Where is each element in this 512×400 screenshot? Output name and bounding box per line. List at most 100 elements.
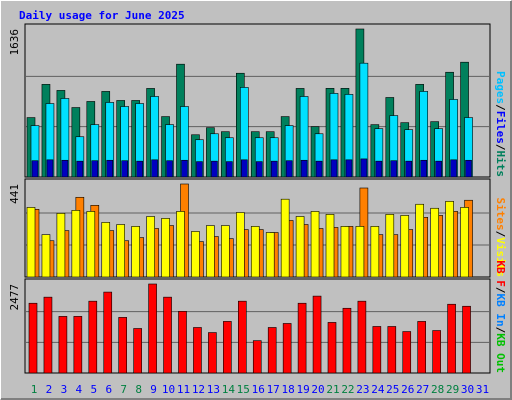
bar [206,225,215,278]
bar [106,159,114,178]
legend: KB F/KB In/KB Out [494,260,507,373]
bar [462,305,471,374]
bar [41,234,51,278]
y-tick-label: 1636 [8,29,21,56]
bar [88,300,98,374]
legend-separator: / [494,327,507,334]
bar [116,224,125,278]
legend-entry: KB F [494,260,507,287]
x-tick-label: 8 [135,383,142,396]
bar [26,207,36,278]
bar [178,311,187,374]
bar [417,321,427,374]
bar [357,300,367,374]
bar [435,160,442,178]
bar [355,226,365,278]
legend-entry: Sites [494,198,507,231]
bar [181,159,188,178]
bar [315,160,323,178]
bar [460,207,469,278]
bar [282,323,292,374]
bar [91,160,99,178]
bar [415,203,425,278]
bar [445,200,454,278]
chart-title: Daily usage for June 2025 [19,9,185,22]
bar [400,215,410,278]
bar [390,160,398,178]
bar [327,322,337,374]
bar [370,226,380,278]
x-tick-label: 26 [401,383,414,396]
bar [133,328,142,374]
bar [430,207,439,278]
bar [447,303,456,374]
y-tick-label: 2477 [8,284,21,311]
bar [196,161,203,178]
bar [136,160,143,178]
bar [131,226,140,278]
bar [241,159,248,178]
bar [86,211,96,278]
x-tick-label: 10 [162,383,175,396]
bar [340,226,350,278]
bar [330,159,338,178]
legend: Pages/Files/Hits [494,71,507,177]
legend-entry: KB Out [494,333,507,373]
legend-entry: Files [494,111,507,144]
legend-entry: Hits [494,151,507,178]
legend: Sites/Visits [494,198,507,278]
bar [221,225,230,278]
bar [103,291,113,374]
legend-separator: / [494,144,507,151]
x-tick-label: 31 [476,383,489,396]
x-tick-label: 13 [207,383,220,396]
bar [56,213,66,278]
bar [465,159,472,178]
bar [236,212,245,278]
bar [148,283,157,374]
bar [46,159,54,178]
bar [226,161,233,178]
bar [61,159,69,178]
x-tick-label: 23 [356,383,369,396]
x-tick-label: 27 [416,383,429,396]
bar [405,160,413,178]
bar [58,316,68,374]
bar [267,327,277,374]
x-tick-label: 19 [296,383,309,396]
x-tick-label: 9 [150,383,157,396]
bar [208,332,217,374]
x-tick-label: 7 [120,383,127,396]
bar [151,159,158,178]
x-tick-label: 18 [282,383,295,396]
x-tick-label: 2 [46,383,53,396]
bar [325,214,335,278]
legend-separator: / [494,104,507,111]
legend-separator: / [494,287,507,294]
bar [402,331,412,374]
bar [387,326,397,374]
x-tick-label: 25 [386,383,399,396]
bar [146,216,155,278]
bar [76,160,84,178]
bar [280,198,290,278]
x-tick-label: 1 [31,383,38,396]
bar [295,216,305,278]
bar [121,160,128,178]
bar [345,159,353,178]
y-tick-label: 441 [8,184,21,204]
bar [300,159,308,178]
x-tick-label: 24 [371,383,385,396]
bar [285,160,293,178]
bar [71,210,81,278]
bar [163,296,172,374]
legend-entry: Visits [494,237,507,277]
bar [166,160,173,178]
x-tick-label: 29 [446,383,459,396]
legend-entry: Pages [494,71,507,104]
x-tick-label: 12 [192,383,205,396]
x-tick-label: 14 [222,383,236,396]
x-tick-label: 28 [431,383,444,396]
x-tick-label: 22 [341,383,354,396]
